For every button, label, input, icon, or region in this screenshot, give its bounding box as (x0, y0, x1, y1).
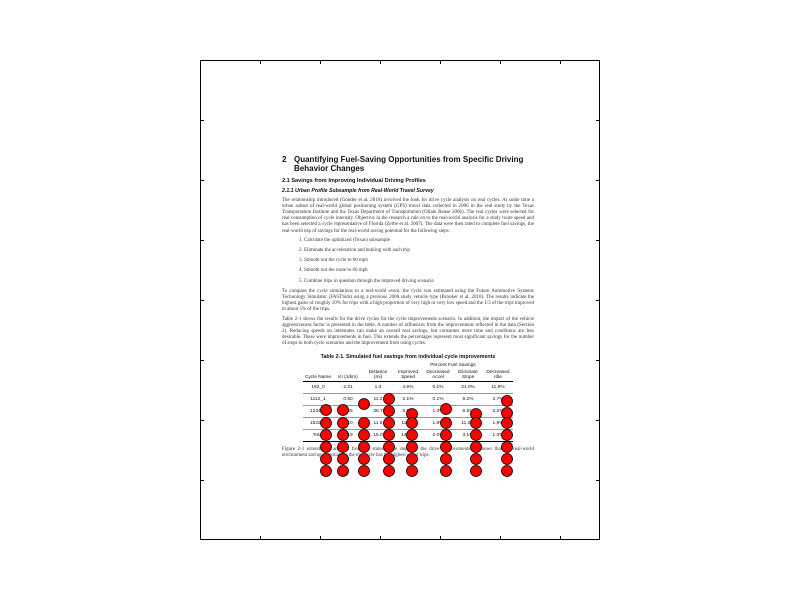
column-header: Decreased Accel (423, 369, 453, 383)
table-title: Table 2-1. Simulated fuel savings from i… (320, 353, 496, 360)
table-cell: 2.7% (483, 393, 513, 407)
column-header: KI (1/km) (333, 369, 363, 383)
table-cell: 15.0 (363, 429, 393, 443)
table-cell: 1112_1 (303, 393, 333, 407)
table-cell: 1.10 (333, 417, 363, 431)
tick-mark (260, 536, 261, 540)
table-cell: 1.8% (423, 417, 453, 431)
tick-mark (596, 420, 600, 421)
group-header-spacer (303, 362, 393, 369)
table-cell: 11.2 (363, 393, 393, 407)
tick-mark (320, 536, 321, 540)
table-row: 1622_1 1.10 11.8 11.8% 1.8% 11.0% 1.9% (303, 417, 513, 431)
table-cell: 3.1% (453, 429, 483, 443)
table-cell: 1.9% (483, 417, 513, 431)
table-cell: 14.1% (393, 429, 423, 443)
table-cell: 1.19 (333, 429, 363, 443)
table-cell: 1234_1 (303, 405, 333, 419)
tick-mark (200, 120, 204, 121)
tick-mark (560, 536, 561, 540)
tick-mark (260, 60, 261, 64)
page-number: 3 (406, 467, 410, 473)
section-title: Quantifying Fuel-Saving Opportunities fr… (294, 155, 524, 164)
table-cell: 192_0 (303, 381, 333, 395)
table-cell: 0.60 (333, 393, 363, 407)
table-cell: 1.3 (363, 381, 393, 395)
tick-mark (596, 480, 600, 481)
table-cell: 4.6% (393, 381, 423, 395)
table-cell: 1.0% (483, 429, 513, 443)
table-row: 1112_1 0.60 11.2 2.1% 0.1% 9.2% 2.7% (303, 393, 513, 407)
steps-list: Calculate the optimized (Texas) subsampl… (282, 238, 534, 285)
subsection-heading: 2.1 Savings from Improving Individual Dr… (282, 178, 426, 184)
section-heading: 2 Quantifying Fuel-Saving Opportunities f… (282, 155, 534, 173)
table-cell: 6.5% (453, 405, 483, 419)
table-cell: 0.1% (423, 393, 453, 407)
table-group-header-row: Percent Fuel Savings (303, 362, 513, 369)
paragraph: Table 2-1 shows the results for the driv… (282, 316, 534, 347)
fuel-savings-table: Percent Fuel Savings Cycle Name KI (1/km… (303, 362, 513, 443)
column-header: Distance (mi) (363, 369, 393, 383)
tick-mark (596, 240, 600, 241)
table-cell: 21.0% (453, 381, 483, 395)
tick-mark (500, 60, 501, 64)
table-cell: 2.2% (483, 405, 513, 419)
tick-mark (596, 180, 600, 181)
table-cell: 11.8% (483, 381, 513, 395)
table-cell: 1622_1 (303, 417, 333, 431)
paragraph: Figure 2-1 extends the analysis from the… (282, 447, 534, 459)
list-item: Smooth out the cycle to 60 mph (304, 258, 534, 264)
tick-mark (596, 300, 600, 301)
tick-mark (320, 60, 321, 64)
paragraph: To compare the cycle simulations to a re… (282, 288, 534, 313)
table-cell: 2.0% (423, 429, 453, 443)
tick-mark (380, 536, 381, 540)
table-row: 1234_1 0.65 38.7 5.5% 1.3% 6.5% 2.2% (303, 405, 513, 419)
table-cell: 5.5% (393, 405, 423, 419)
list-item: Calculate the optimized (Texas) subsampl… (304, 238, 534, 244)
tick-mark (200, 420, 204, 421)
table-cell: 11.8 (363, 417, 393, 431)
column-header: Decreased Idle (483, 369, 513, 383)
column-header: Eliminate Stops (453, 369, 483, 383)
tick-mark (200, 480, 204, 481)
group-header: Percent Fuel Savings (430, 363, 476, 369)
table-header-row: Cycle Name KI (1/km) Distance (mi) Impro… (303, 369, 513, 383)
tick-mark (200, 300, 204, 301)
tick-mark (200, 240, 204, 241)
column-header: Cycle Name (303, 369, 333, 383)
table-cell: 11.0% (453, 417, 483, 431)
tick-mark (380, 60, 381, 64)
section-title-cont: Behavior Changes (294, 164, 365, 173)
table-cell: 2.1% (393, 393, 423, 407)
list-item: Eliminate the acceleration and braking w… (304, 248, 534, 254)
tick-mark (200, 180, 204, 181)
table-cell: Total (303, 429, 333, 443)
tick-mark (200, 360, 204, 361)
table-cell: 38.7 (363, 405, 393, 419)
table-cell: 9.2% (453, 393, 483, 407)
document-page: 2 Quantifying Fuel-Saving Opportunities f… (282, 155, 534, 473)
table-row: 192_0 2.31 1.3 4.6% 5.1% 21.0% 11.8% (303, 381, 513, 395)
table-cell: 0.65 (333, 405, 363, 419)
paragraph: The relationship introduced (Gonder et a… (282, 197, 534, 234)
tick-mark (500, 536, 501, 540)
table-cell: 2.31 (333, 381, 363, 395)
table-cell: 1.3% (423, 405, 453, 419)
list-item: Smooth out the route to 60 mph (304, 268, 534, 274)
column-header: Improved Speed (393, 369, 423, 383)
tick-mark (596, 360, 600, 361)
section-number: 2 (282, 155, 287, 164)
tick-mark (440, 60, 441, 64)
subsubsection-heading: 2.1.1 Urban Profile Subsample from Real-… (282, 188, 434, 194)
tick-mark (440, 536, 441, 540)
tick-mark (560, 60, 561, 64)
table-row: Total 1.19 15.0 14.1% 2.0% 3.1% 1.0% (303, 429, 513, 443)
table-cell: 5.1% (423, 381, 453, 395)
list-item: Combine trips in question through the im… (304, 279, 534, 285)
tick-mark (596, 120, 600, 121)
table-cell: 11.8% (393, 417, 423, 431)
